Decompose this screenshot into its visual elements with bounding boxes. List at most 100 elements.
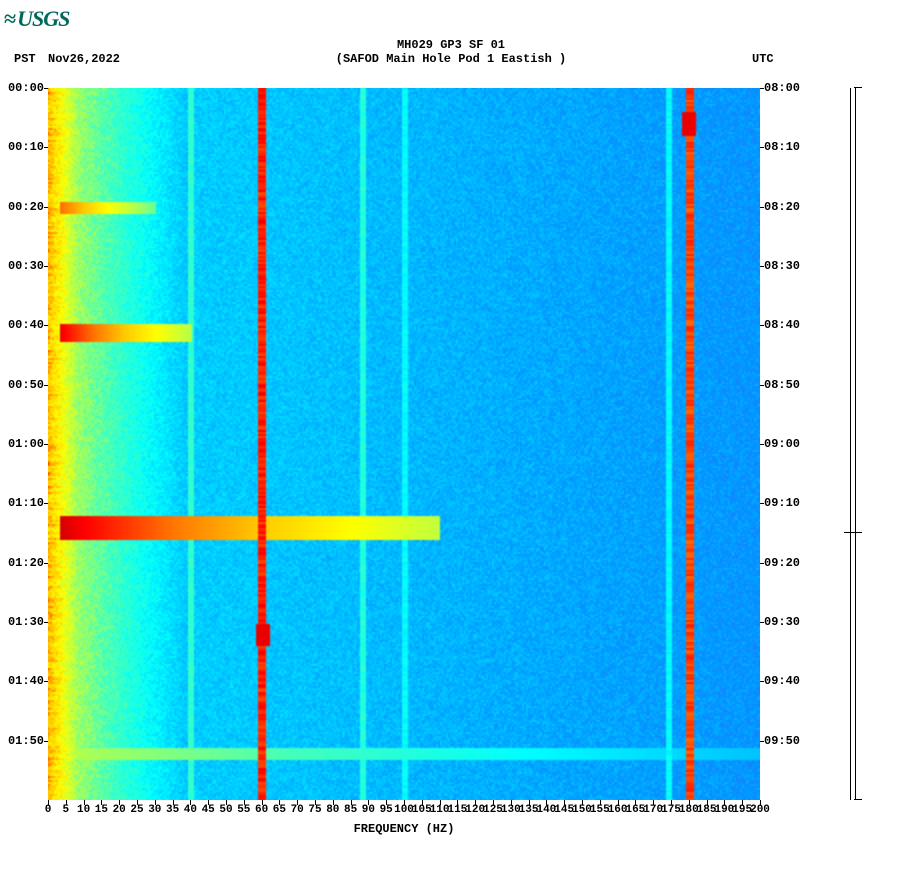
x-tick: 70 xyxy=(291,804,304,816)
tick-mark xyxy=(297,800,298,805)
y-tick-right: 08:30 xyxy=(764,259,800,273)
tick-mark xyxy=(671,800,672,805)
x-tick: 90 xyxy=(362,804,375,816)
tick-mark xyxy=(44,563,48,564)
tick-mark xyxy=(119,800,120,805)
x-tick: 50 xyxy=(219,804,232,816)
y-tick-right: 09:00 xyxy=(764,437,800,451)
tick-mark xyxy=(226,800,227,805)
tick-mark xyxy=(404,800,405,805)
x-tick: 15 xyxy=(95,804,108,816)
tick-mark xyxy=(208,800,209,805)
tick-mark xyxy=(760,147,764,148)
x-tick: 65 xyxy=(273,804,286,816)
tick-mark xyxy=(44,147,48,148)
y-tick-left: 00:50 xyxy=(8,378,44,392)
tick-mark xyxy=(190,800,191,805)
tick-mark xyxy=(760,266,764,267)
tick-mark xyxy=(511,800,512,805)
tick-mark xyxy=(760,325,764,326)
x-tick: 95 xyxy=(380,804,393,816)
usgs-logo: ≈USGS xyxy=(4,6,69,32)
spectrogram-plot: 00:0000:1000:2000:3000:4000:5001:0001:10… xyxy=(48,88,760,800)
tick-mark xyxy=(760,563,764,564)
tick-mark xyxy=(44,681,48,682)
y-tick-right: 08:20 xyxy=(764,200,800,214)
tick-mark xyxy=(66,800,67,805)
tick-mark xyxy=(279,800,280,805)
tick-mark xyxy=(724,800,725,805)
tick-mark xyxy=(386,800,387,805)
tick-mark xyxy=(44,444,48,445)
y-tick-left: 00:30 xyxy=(8,259,44,273)
tick-mark xyxy=(582,800,583,805)
tick-mark xyxy=(600,800,601,805)
tick-mark xyxy=(760,681,764,682)
tick-mark xyxy=(440,800,441,805)
spectrogram-canvas xyxy=(48,88,760,800)
tick-mark xyxy=(618,800,619,805)
tick-mark xyxy=(44,88,48,89)
x-tick: 80 xyxy=(326,804,339,816)
tick-mark xyxy=(44,266,48,267)
y-tick-left: 01:30 xyxy=(8,615,44,629)
x-tick: 25 xyxy=(130,804,143,816)
usgs-wave-icon: ≈ xyxy=(4,6,15,32)
tick-mark xyxy=(315,800,316,805)
tick-mark xyxy=(173,800,174,805)
usgs-logo-text: USGS xyxy=(17,6,69,31)
y-tick-left: 01:00 xyxy=(8,437,44,451)
y-tick-right: 09:10 xyxy=(764,496,800,510)
colorbar-tick xyxy=(854,799,862,800)
left-tz-label: PST xyxy=(14,52,36,66)
x-axis-label: FREQUENCY (HZ) xyxy=(354,822,455,836)
y-tick-left: 01:40 xyxy=(8,674,44,688)
x-tick: 30 xyxy=(148,804,161,816)
tick-mark xyxy=(44,385,48,386)
x-tick: 40 xyxy=(184,804,197,816)
tick-mark xyxy=(333,800,334,805)
y-tick-right: 08:50 xyxy=(764,378,800,392)
x-tick: 200 xyxy=(750,804,770,816)
x-tick: 20 xyxy=(113,804,126,816)
tick-mark xyxy=(44,325,48,326)
y-tick-left: 01:20 xyxy=(8,556,44,570)
tick-mark xyxy=(760,207,764,208)
tick-mark xyxy=(546,800,547,805)
tick-mark xyxy=(137,800,138,805)
tick-mark xyxy=(635,800,636,805)
colorbar-canvas xyxy=(850,88,856,800)
tick-mark xyxy=(457,800,458,805)
tick-mark xyxy=(760,622,764,623)
tick-mark xyxy=(44,503,48,504)
tick-mark xyxy=(351,800,352,805)
y-tick-left: 01:10 xyxy=(8,496,44,510)
y-tick-left: 00:00 xyxy=(8,81,44,95)
tick-mark xyxy=(653,800,654,805)
x-tick: 60 xyxy=(255,804,268,816)
chart-title-1: MH029 GP3 SF 01 xyxy=(0,38,902,52)
y-tick-left: 00:10 xyxy=(8,140,44,154)
tick-mark xyxy=(760,88,764,89)
x-tick: 85 xyxy=(344,804,357,816)
tick-mark xyxy=(760,741,764,742)
tick-mark xyxy=(48,800,49,805)
date-label: Nov26,2022 xyxy=(48,52,120,66)
tick-mark xyxy=(760,503,764,504)
tick-mark xyxy=(493,800,494,805)
tick-mark xyxy=(760,444,764,445)
tick-mark xyxy=(155,800,156,805)
tick-mark xyxy=(564,800,565,805)
x-tick: 55 xyxy=(237,804,250,816)
right-tz-label: UTC xyxy=(752,52,774,66)
y-tick-right: 08:10 xyxy=(764,140,800,154)
y-tick-right: 09:30 xyxy=(764,615,800,629)
x-tick: 0 xyxy=(45,804,52,816)
y-tick-right: 09:50 xyxy=(764,734,800,748)
tick-mark xyxy=(760,385,764,386)
tick-mark xyxy=(84,800,85,805)
tick-mark xyxy=(262,800,263,805)
tick-mark xyxy=(529,800,530,805)
y-tick-left: 00:20 xyxy=(8,200,44,214)
tick-mark xyxy=(707,800,708,805)
